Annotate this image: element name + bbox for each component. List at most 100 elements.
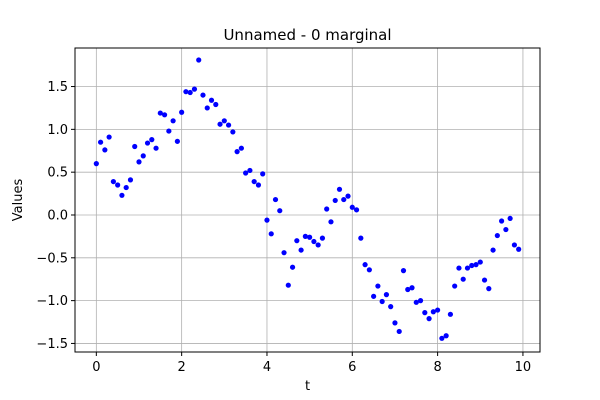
y-axis-label: Values [11, 179, 26, 222]
data-point [315, 242, 321, 248]
data-point [123, 184, 129, 191]
x-tick-label: 6 [348, 360, 356, 375]
data-point [179, 109, 185, 115]
data-point [157, 110, 163, 116]
data-point [481, 277, 488, 283]
data-point [392, 320, 398, 326]
data-point [110, 178, 116, 185]
x-tick-label: 2 [178, 360, 186, 375]
data-point [477, 259, 483, 265]
data-point [255, 182, 262, 188]
data-point [388, 304, 394, 310]
data-point [115, 182, 121, 188]
data-point [191, 86, 198, 92]
data-point [328, 219, 334, 225]
data-point [516, 246, 522, 252]
data-point [281, 250, 287, 256]
data-point [170, 118, 176, 124]
data-point [413, 299, 419, 305]
y-tick-label: −1.0 [36, 294, 68, 309]
data-point [183, 89, 189, 95]
y-tick-label: 0.0 [47, 208, 68, 223]
data-point [119, 192, 125, 198]
data-point [97, 139, 104, 145]
data-point [439, 335, 445, 341]
data-point [285, 282, 291, 288]
data-point [400, 268, 407, 274]
data-point [174, 138, 180, 144]
data-point [200, 92, 206, 98]
data-point [243, 170, 249, 176]
data-point [417, 298, 424, 304]
data-point [264, 217, 270, 223]
data-point [341, 196, 347, 203]
data-point [298, 247, 304, 253]
data-point [486, 286, 492, 292]
data-point [217, 121, 223, 127]
plot-area-frame [74, 47, 541, 353]
y-tick-label: 1.0 [47, 123, 68, 138]
data-point [238, 145, 244, 151]
data-point [464, 265, 471, 271]
data-point [452, 283, 458, 289]
x-axis: 0 2 4 6 8 10 [92, 352, 531, 375]
data-point [499, 218, 505, 224]
data-point [494, 232, 500, 239]
data-point [383, 292, 390, 298]
data-point [358, 235, 364, 241]
data-point [260, 171, 266, 177]
y-tick-label: −1.5 [36, 337, 68, 352]
data-points [93, 57, 522, 341]
data-point [349, 204, 355, 210]
data-point [251, 178, 257, 185]
data-point [225, 122, 232, 128]
data-point [507, 215, 513, 222]
data-point [469, 262, 475, 269]
data-point [456, 265, 462, 271]
data-point [166, 128, 172, 134]
data-point [511, 242, 518, 248]
data-point [332, 197, 338, 204]
data-point [319, 235, 326, 241]
data-point [426, 316, 432, 322]
data-point [106, 134, 112, 140]
data-point [366, 267, 372, 273]
data-point [93, 161, 99, 167]
data-point [302, 233, 308, 239]
data-point [277, 208, 283, 214]
data-point [294, 238, 300, 244]
x-tick-label: 4 [263, 360, 271, 375]
data-point [161, 112, 168, 118]
data-point [503, 226, 509, 233]
data-point [213, 101, 219, 108]
data-point [289, 264, 296, 270]
data-point [132, 143, 138, 150]
data-point [353, 207, 360, 213]
data-point [362, 262, 368, 268]
data-point [208, 97, 215, 103]
data-point [443, 333, 449, 339]
data-point [204, 105, 210, 111]
data-point [272, 196, 279, 203]
data-point [230, 129, 236, 135]
grid [75, 48, 540, 352]
data-point [371, 293, 377, 299]
data-point [409, 285, 415, 291]
data-point [405, 286, 411, 293]
data-point [140, 153, 146, 159]
x-axis-label: t [305, 379, 310, 394]
data-point [234, 149, 240, 155]
data-point [447, 311, 454, 317]
data-point [396, 328, 402, 335]
data-point [379, 298, 385, 305]
data-point [336, 186, 343, 192]
data-point [430, 309, 436, 315]
data-point [307, 234, 313, 240]
y-axis: −1.5 −1.0 −0.5 0.0 0.5 1.0 1.5 [36, 80, 75, 352]
x-tick-label: 0 [92, 360, 100, 375]
data-point [422, 310, 428, 316]
data-point [324, 206, 330, 212]
data-point [136, 159, 142, 165]
